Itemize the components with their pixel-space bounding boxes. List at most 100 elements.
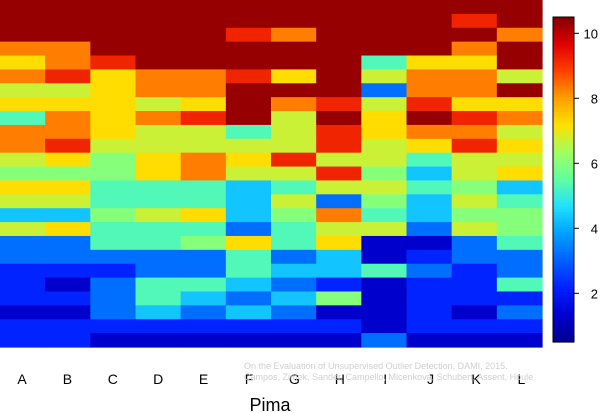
colorbar-segment xyxy=(553,147,574,151)
colorbar-segment xyxy=(553,59,574,63)
colorbar-segment xyxy=(553,339,574,343)
heatmap-cell xyxy=(406,263,453,279)
colorbar-segment xyxy=(553,34,574,38)
heatmap-cell xyxy=(0,263,46,279)
heatmap-cell xyxy=(271,277,317,293)
x-tick-label: A xyxy=(17,371,27,387)
heatmap-cell xyxy=(45,277,91,293)
heatmap-cell xyxy=(90,249,137,265)
heatmap-cell xyxy=(271,291,317,306)
heatmap-cell xyxy=(135,152,182,168)
heatmap-cell xyxy=(0,208,46,223)
heatmap-cell xyxy=(361,97,408,112)
heatmap-cell xyxy=(316,152,362,168)
heatmap-cell xyxy=(406,41,453,57)
heatmap-cell xyxy=(90,111,137,126)
heatmap-cell xyxy=(271,111,317,126)
heatmap-cell xyxy=(225,69,272,84)
heatmap-cell xyxy=(496,152,543,168)
colorbar-segment xyxy=(553,274,574,278)
heatmap-cell xyxy=(180,152,227,168)
colorbar-segment xyxy=(553,67,574,71)
heatmap-cell xyxy=(406,97,453,112)
x-tick-label: F xyxy=(245,371,254,387)
colorbar-segment xyxy=(553,289,574,293)
heatmap-cell xyxy=(135,249,182,265)
colorbar-segment xyxy=(553,259,574,263)
heatmap-cell xyxy=(135,124,182,140)
heatmap-cell xyxy=(225,333,272,348)
heatmap-cell xyxy=(451,138,498,154)
x-tick-label: K xyxy=(471,371,481,387)
heatmap-cell xyxy=(361,152,408,168)
colorbar-segment xyxy=(553,322,574,326)
heatmap-cell xyxy=(496,208,543,223)
heatmap-cell xyxy=(180,0,227,15)
heatmap-cell xyxy=(135,291,182,306)
heatmap-cell xyxy=(316,194,362,209)
heatmap-cell xyxy=(225,208,272,223)
colorbar-segment xyxy=(553,39,574,43)
x-tick-label: C xyxy=(108,371,118,387)
heatmap-cell xyxy=(45,263,91,279)
colorbar-segment xyxy=(553,197,574,201)
heatmap-cell xyxy=(0,235,46,251)
heatmap-cell xyxy=(451,83,498,98)
heatmap-cell xyxy=(451,27,498,43)
colorbar-segment xyxy=(553,97,574,101)
heatmap-cell xyxy=(271,208,317,223)
heatmap-cell xyxy=(451,208,498,223)
heatmap-cell xyxy=(316,41,362,57)
heatmap-cell xyxy=(316,222,362,237)
colorbar-segment xyxy=(553,229,574,233)
heatmap-cell xyxy=(45,111,91,126)
heatmap-cell xyxy=(90,0,137,15)
heatmap-cell xyxy=(451,235,498,251)
heatmap-cell xyxy=(135,13,182,29)
heatmap-cell xyxy=(496,277,543,293)
heatmap-cell xyxy=(361,180,408,195)
heatmap-cell xyxy=(496,305,543,320)
heatmap-cell xyxy=(90,152,137,168)
colorbar-segment xyxy=(553,132,574,136)
heatmap-cell xyxy=(451,111,498,126)
colorbar-segment xyxy=(553,324,574,328)
heatmap-cell xyxy=(361,291,408,306)
heatmap-cell xyxy=(496,27,543,43)
heatmap-cell xyxy=(496,222,543,237)
heatmap-cell xyxy=(361,0,408,15)
colorbar-ticks: 2 4 6 8 10 xyxy=(574,26,598,301)
colorbar-segment xyxy=(553,227,574,231)
colorbar-segment xyxy=(553,134,574,138)
colorbar-segment xyxy=(553,234,574,238)
heatmap-cell xyxy=(0,55,46,70)
heatmap-cell xyxy=(496,83,543,98)
colorbar-segment xyxy=(553,44,574,48)
heatmap-cell xyxy=(316,69,362,84)
heatmap-cell xyxy=(406,180,453,195)
heatmap-cell xyxy=(271,166,317,182)
heatmap-cell xyxy=(316,291,362,306)
heatmap-cell xyxy=(496,194,543,209)
heatmap-cell xyxy=(135,69,182,84)
heatmap-cell xyxy=(361,208,408,223)
heatmap-cell xyxy=(406,333,453,348)
citation-credit: On the Evaluation of Unsupervised Outlie… xyxy=(244,361,604,383)
colorbar-segment xyxy=(553,49,574,53)
heatmap-cell xyxy=(180,222,227,237)
heatmap-cell xyxy=(271,235,317,251)
heatmap-cell xyxy=(496,124,543,140)
heatmap-cell xyxy=(90,263,137,279)
heatmap-cell xyxy=(451,291,498,306)
heatmap-cell xyxy=(0,291,46,306)
colorbar-segment xyxy=(553,154,574,158)
heatmap-cell xyxy=(180,41,227,57)
heatmap-cell xyxy=(135,180,182,195)
heatmap-cell xyxy=(135,222,182,237)
colorbar-segment xyxy=(553,57,574,61)
colorbar xyxy=(553,17,574,343)
colorbar-tick-label: 10 xyxy=(584,26,598,41)
heatmap-cell xyxy=(361,166,408,182)
heatmap-cell xyxy=(180,13,227,29)
heatmap-cell xyxy=(496,97,543,112)
